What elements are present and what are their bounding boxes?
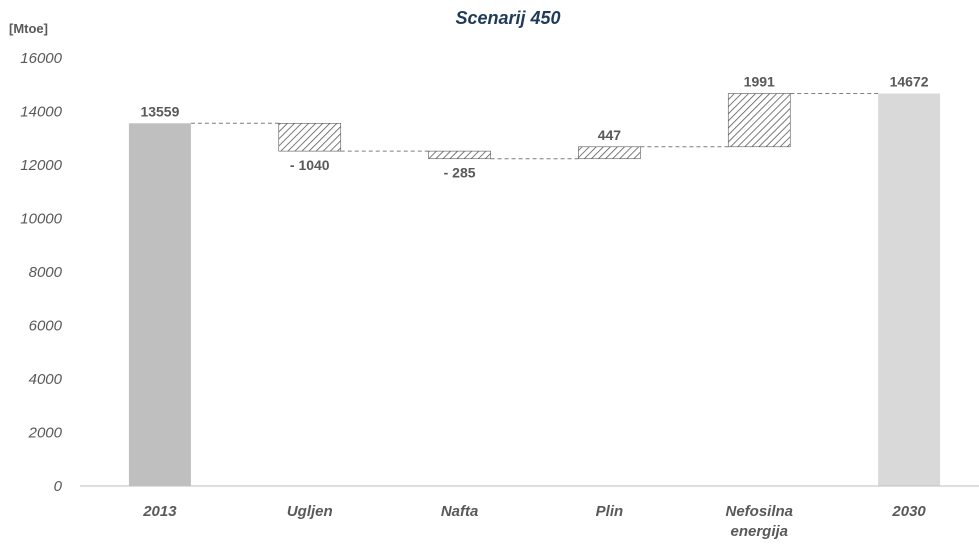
bars: [128, 93, 941, 487]
y-tick-label: 6000: [29, 318, 63, 335]
x-tick-label: Ugljen: [287, 503, 333, 520]
x-tick-label: Nafta: [441, 503, 479, 520]
chart-title: Scenarij 450: [455, 8, 560, 28]
connector-lines: [190, 93, 879, 160]
data-label: 13559: [140, 103, 179, 119]
y-tick-label: 0: [54, 478, 63, 495]
data-label: 1991: [744, 74, 775, 90]
data-label: 447: [598, 127, 622, 143]
x-tick-label: 2030: [891, 503, 926, 520]
y-tick-label: 14000: [20, 104, 62, 121]
y-tick-label: 16000: [20, 50, 62, 67]
decrease-bar: [428, 150, 491, 160]
x-tick-label-line: Nafta: [441, 503, 479, 520]
x-tick-label-line: Nefosilna: [725, 503, 793, 520]
data-label: 14672: [890, 74, 929, 90]
x-tick-label: 2013: [142, 503, 177, 520]
y-axis-ticks: 0 2000 4000 6000 8000 10000 12000 14000 16000: [20, 50, 62, 495]
x-tick-label-line: Ugljen: [287, 503, 333, 520]
increase-bar: [727, 93, 791, 148]
y-axis-unit-label: [Mtoe]: [9, 21, 48, 36]
x-tick-label-line: Plin: [596, 503, 624, 520]
data-labels: 13559 - 1040 - 285 447 1991 14672: [140, 74, 928, 181]
y-tick-label: 4000: [29, 371, 63, 388]
y-tick-label: 8000: [29, 264, 63, 281]
y-tick-label: 10000: [20, 211, 62, 228]
decrease-bar: [278, 122, 342, 152]
x-tick-label-line: 2013: [142, 503, 177, 520]
x-tick-label: Plin: [596, 503, 624, 520]
total-bar: [128, 123, 191, 486]
total-bar: [878, 93, 941, 487]
y-tick-label: 12000: [20, 157, 62, 174]
x-tick-label-line: energija: [730, 523, 788, 540]
data-label: - 285: [444, 165, 476, 181]
increase-bar: [578, 146, 641, 160]
x-axis-ticks: 2013 Ugljen Nafta Plin Nefosilna energija 2030: [142, 503, 926, 540]
data-label: - 1040: [290, 157, 330, 173]
y-tick-label: 2000: [28, 425, 63, 442]
x-tick-label: Nefosilna energija: [725, 503, 793, 540]
x-tick-label-line: 2030: [891, 503, 926, 520]
